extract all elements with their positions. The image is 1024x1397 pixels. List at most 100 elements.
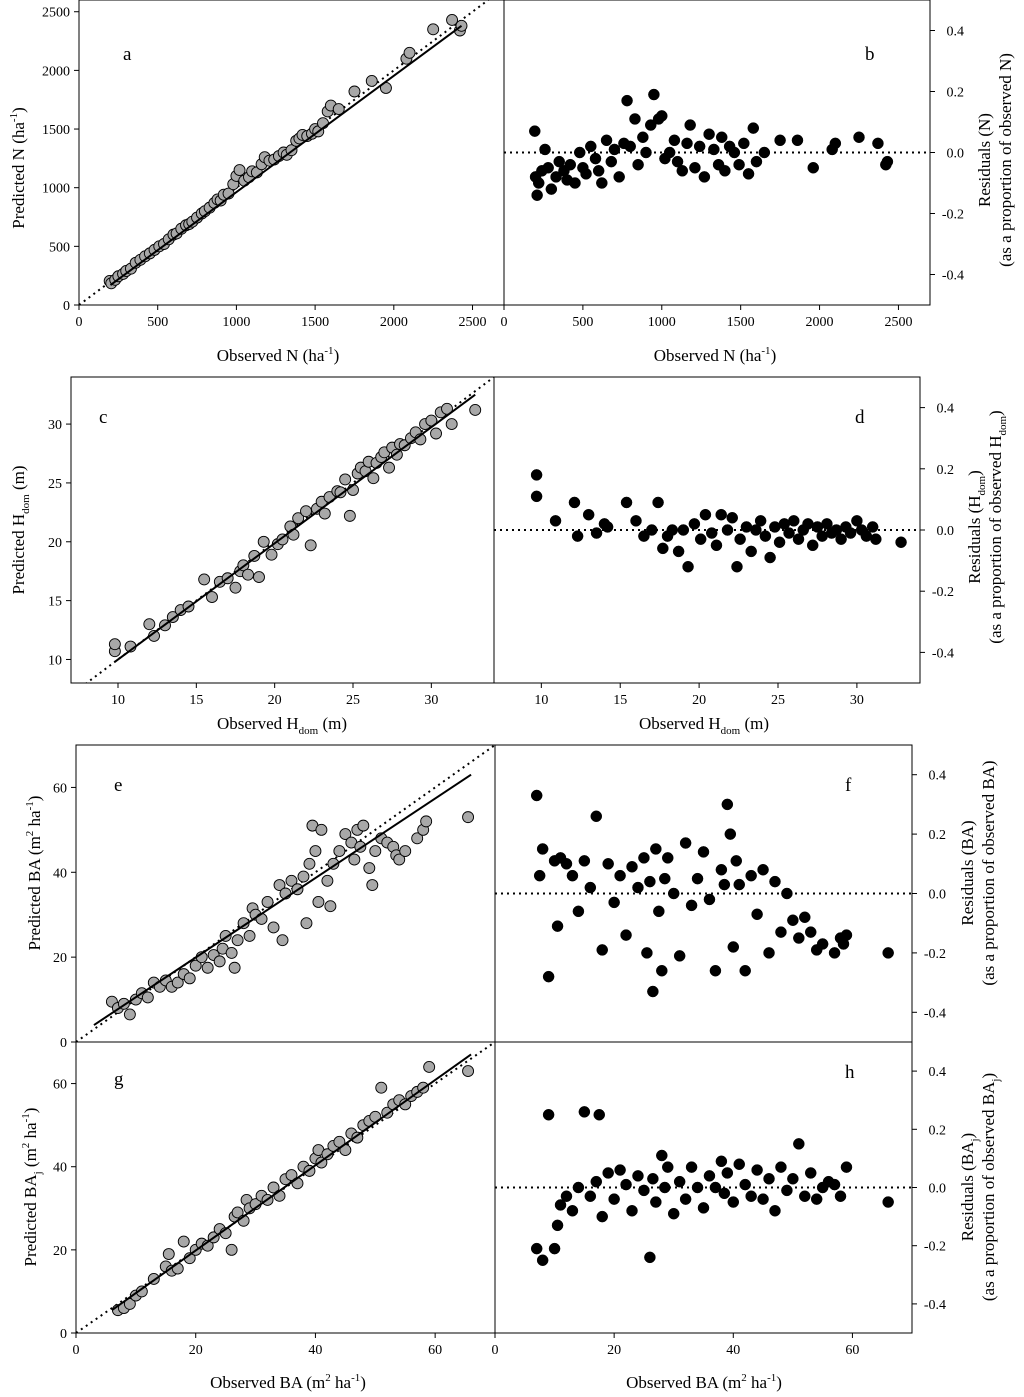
data-point-f: [724, 828, 737, 840]
data-point-g: [351, 1131, 364, 1144]
data-point-b: [668, 134, 681, 147]
data-point-f: [656, 964, 668, 977]
data-point-b: [605, 155, 618, 168]
x-tick-label-c: 25: [346, 693, 360, 708]
data-point-d: [705, 527, 718, 539]
data-point-d: [792, 533, 805, 545]
data-point-d: [582, 508, 595, 521]
data-point-e: [411, 832, 424, 845]
xlabel-h: Observed BA (m2 ha-1): [626, 1372, 782, 1392]
data-point-h: [614, 1164, 626, 1176]
y-tick-label-f: 0.2: [929, 828, 947, 843]
data-point-h: [745, 1190, 757, 1202]
data-point-h: [593, 1109, 605, 1121]
plot-area-b: [504, 88, 930, 201]
data-point-f: [644, 875, 656, 888]
data-point-h: [578, 1106, 591, 1118]
data-point-c: [143, 618, 156, 631]
data-point-a: [403, 46, 416, 59]
data-point-h: [697, 1202, 710, 1214]
y-tick-label-a: 1500: [42, 123, 70, 138]
data-point-b: [807, 162, 819, 174]
panel-e: 0 20 40 60: [53, 744, 496, 1051]
plot-area-c: [85, 377, 494, 683]
panel-b: 0 500 1000 1500 2000 2500 -0.4 -0.2 0.0 0.2 0.4: [501, 0, 965, 330]
data-point-f: [560, 858, 573, 870]
data-point-f: [638, 852, 650, 864]
data-point-g: [171, 1262, 184, 1275]
data-point-f: [721, 798, 734, 811]
x-tick-label-d: 15: [613, 693, 627, 708]
data-point-c: [430, 427, 442, 440]
y-tick-label-e: 60: [53, 781, 67, 796]
data-point-h: [551, 1219, 564, 1232]
data-point-f: [530, 789, 543, 802]
x-tick-label-h: 0: [492, 1343, 499, 1358]
data-point-f: [840, 929, 853, 941]
data-point-h: [584, 1190, 597, 1202]
x-tick-label-d: 25: [771, 693, 785, 708]
data-point-d: [590, 527, 603, 539]
y-tick-label-b: -0.2: [942, 208, 964, 223]
fit-line-c: [114, 393, 476, 663]
data-point-b: [676, 165, 689, 177]
data-point-f: [751, 908, 763, 921]
data-point-h: [632, 1170, 644, 1182]
data-point-d: [821, 518, 833, 530]
data-point-d: [666, 524, 679, 536]
data-point-a: [348, 85, 361, 98]
data-point-f: [745, 869, 757, 882]
x-tick-label-c: 10: [111, 693, 125, 708]
data-point-e: [276, 934, 289, 947]
data-point-d: [844, 527, 857, 539]
data-point-e: [366, 879, 379, 891]
data-point-c: [257, 535, 270, 548]
data-point-b: [747, 122, 760, 134]
data-point-f: [614, 869, 626, 882]
y-tick-label-c: 15: [48, 595, 62, 610]
data-point-d: [694, 533, 707, 545]
ylabel-f-line2: (as a proportion of observed BA): [979, 760, 998, 985]
data-point-h: [739, 1178, 751, 1191]
data-point-c: [300, 505, 312, 518]
x-tick-label-c: 30: [424, 693, 438, 708]
data-point-b: [872, 137, 884, 150]
data-point-b: [613, 171, 625, 183]
ylabel-c: Predicted Hdom (m): [9, 465, 32, 594]
data-point-e: [189, 959, 202, 972]
data-point-f: [816, 938, 829, 950]
data-point-g: [321, 1148, 334, 1161]
data-point-h: [715, 1155, 728, 1168]
y-tick-label-f: -0.4: [924, 1006, 946, 1021]
data-point-c: [445, 418, 458, 431]
y-tick-label-b: 0.0: [947, 147, 965, 162]
data-point-b: [592, 165, 605, 177]
data-point-f: [799, 911, 811, 924]
data-point-f: [602, 858, 614, 870]
data-point-a: [427, 23, 440, 36]
data-point-h: [691, 1181, 704, 1194]
data-point-b: [553, 155, 565, 168]
data-point-f: [650, 843, 662, 855]
x-tick-label-d: 20: [692, 693, 706, 708]
data-point-e: [243, 929, 256, 942]
data-point-e: [297, 870, 310, 883]
data-point-d: [750, 524, 762, 536]
y-tick-label-c: 25: [48, 477, 62, 492]
data-point-b: [580, 168, 592, 180]
ylabel-b-line1: Residuals (N): [975, 113, 994, 207]
y-tick-label-h: -0.4: [924, 1298, 946, 1313]
data-point-h: [638, 1184, 650, 1197]
y-tick-label-a: 2000: [42, 64, 70, 79]
y-tick-label-g: 40: [53, 1161, 67, 1176]
xlabel-b: Observed N (ha-1): [654, 345, 776, 365]
data-point-e: [231, 934, 244, 947]
y-tick-label-g: 60: [53, 1078, 67, 1093]
data-point-e: [369, 845, 382, 858]
data-point-b: [774, 134, 786, 147]
data-point-d: [866, 521, 879, 533]
data-point-g: [285, 1169, 298, 1181]
data-point-d: [870, 533, 882, 545]
data-point-d: [851, 515, 863, 527]
